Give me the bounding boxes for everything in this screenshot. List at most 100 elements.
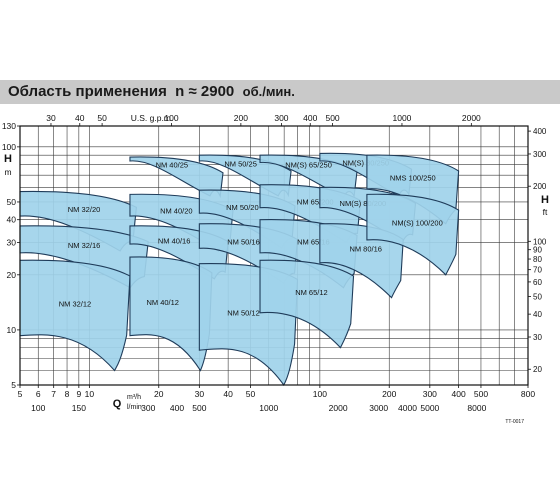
series-label: NM 40/16 [158,236,191,245]
x-tick-label: 8 [65,389,70,399]
series-label: NM(S) 80/250 [342,159,389,168]
y2-tick-label: 50 [533,292,542,301]
pump-area [366,193,460,276]
x-lmin-tick-label: 100 [31,403,45,413]
y2-tick-label: 60 [533,278,542,287]
y-axis-label: H [4,153,12,165]
x-lmin-tick-label: 300 [141,403,155,413]
x-tick-label: 50 [246,389,256,399]
x-tick-label: 10 [85,389,95,399]
x-unit-sec: l/min [127,404,142,411]
x-lmin-tick-label: 2000 [329,403,348,413]
x-top-tick-label: 400 [303,113,317,123]
y-tick-label: 10 [7,325,17,335]
x-top-tick-label: 30 [46,113,56,123]
series-label: NM(S) 100/200 [392,219,443,228]
series-label: NM 40/12 [146,298,179,307]
y2-tick-label: 40 [533,310,542,319]
plot-border [19,125,529,386]
speed-unit: об./мин. [242,84,295,99]
y2-tick-label: 90 [533,246,542,255]
series-label: NM 65/12 [295,288,328,297]
series-label: NM 32/20 [68,205,101,214]
plot-frame [19,125,529,386]
x-tick-label: 20 [154,389,164,399]
x-tick-label: 100 [313,389,327,399]
series-label: NM 50/12 [227,308,260,317]
series-label: NM 32/16 [68,241,101,250]
series-label: NM 50/25 [224,160,257,169]
pump-area [129,256,213,372]
x-tick-label: 400 [452,389,466,399]
pump-area [319,223,404,299]
series-label: NM 50/20 [226,203,259,212]
y2-tick-label: 200 [533,182,547,191]
axis-labels: 51020304050100130Hm203040506070809010020… [2,113,549,425]
pump-areas: NM 32/20 NM 32/16 NM 32/12 NM 40/25 NM 40/20… [19,152,460,387]
y-tick-label: 20 [7,270,17,280]
y-tick-label: 130 [2,121,16,131]
y-tick-label: 40 [7,215,17,225]
y2-tick-label: 300 [533,150,547,159]
speed-value: n ≈ 2900 [175,83,235,100]
series-label: NM(S) 80/200 [340,199,387,208]
x-top-tick-label: 40 [75,113,85,123]
series-label: NM 65/200 [297,198,334,207]
y2-tick-label: 30 [533,333,542,342]
y2-tick-label: 400 [533,127,547,136]
x-tick-label: 300 [423,389,437,399]
series-label: NM(S) 65/250 [285,160,332,169]
x-tick-label: 5 [18,389,23,399]
header-band [0,80,560,104]
chart-title-text: Область применения [8,83,167,100]
x-top-tick-label: 500 [325,113,339,123]
x-tick-label: 6 [36,389,41,399]
x-tick-label: 9 [76,389,81,399]
x-top-tick-label: 200 [234,113,248,123]
chart-title: Область применения n ≈ 2900 об./мин. [8,83,295,100]
y-tick-label: 30 [7,238,17,248]
y2-tick-label: 80 [533,255,542,264]
footnote: TT-0017 [505,419,524,425]
x-top-tick-label: 100 [164,113,178,123]
y-tick-label: 5 [11,380,16,390]
x-top-unit: U.S. g.p.m. [131,113,174,123]
series-label: NMS 100/250 [390,173,436,182]
x-lmin-tick-label: 1000 [259,403,278,413]
x-tick-label: 800 [521,389,535,399]
x-lmin-tick-label: 400 [170,403,184,413]
x-tick-label: 40 [223,389,233,399]
x-lmin-tick-label: 8000 [467,403,486,413]
x-tick-label: 500 [474,389,488,399]
y-unit-left: m [4,167,11,177]
y2-axis-label: H [541,194,549,206]
series-label: NM 65/16 [297,238,330,247]
series-label: NM 50/16 [227,237,260,246]
y-tick-label: 100 [2,142,16,152]
x-axis-label: Q [113,398,122,410]
series-label: NM 80/16 [349,245,382,254]
series-label: NM 40/20 [160,207,193,216]
x-tick-label: 30 [195,389,205,399]
y2-tick-label: 20 [533,365,542,374]
series-label: NM 40/25 [156,160,189,169]
pump-area [19,259,131,372]
y2-tick-label: 70 [533,266,542,275]
x-lmin-tick-label: 500 [192,403,206,413]
x-top-tick-label: 1000 [392,113,411,123]
pump-area [259,259,355,349]
x-top-tick-label: 300 [274,113,288,123]
x-tick-label: 7 [51,389,56,399]
x-lmin-tick-label: 3000 [369,403,388,413]
y2-tick-label: 100 [533,237,547,246]
x-lmin-tick-label: 4000 [398,403,417,413]
x-lmin-tick-label: 5000 [420,403,439,413]
x-unit-main: m³/h [127,394,141,401]
series-label: NM 32/12 [59,299,92,308]
x-lmin-tick-label: 150 [72,403,86,413]
y2-unit-right: ft [543,207,548,217]
x-top-tick-label: 50 [97,113,107,123]
x-tick-label: 200 [382,389,396,399]
y-tick-label: 50 [7,197,17,207]
